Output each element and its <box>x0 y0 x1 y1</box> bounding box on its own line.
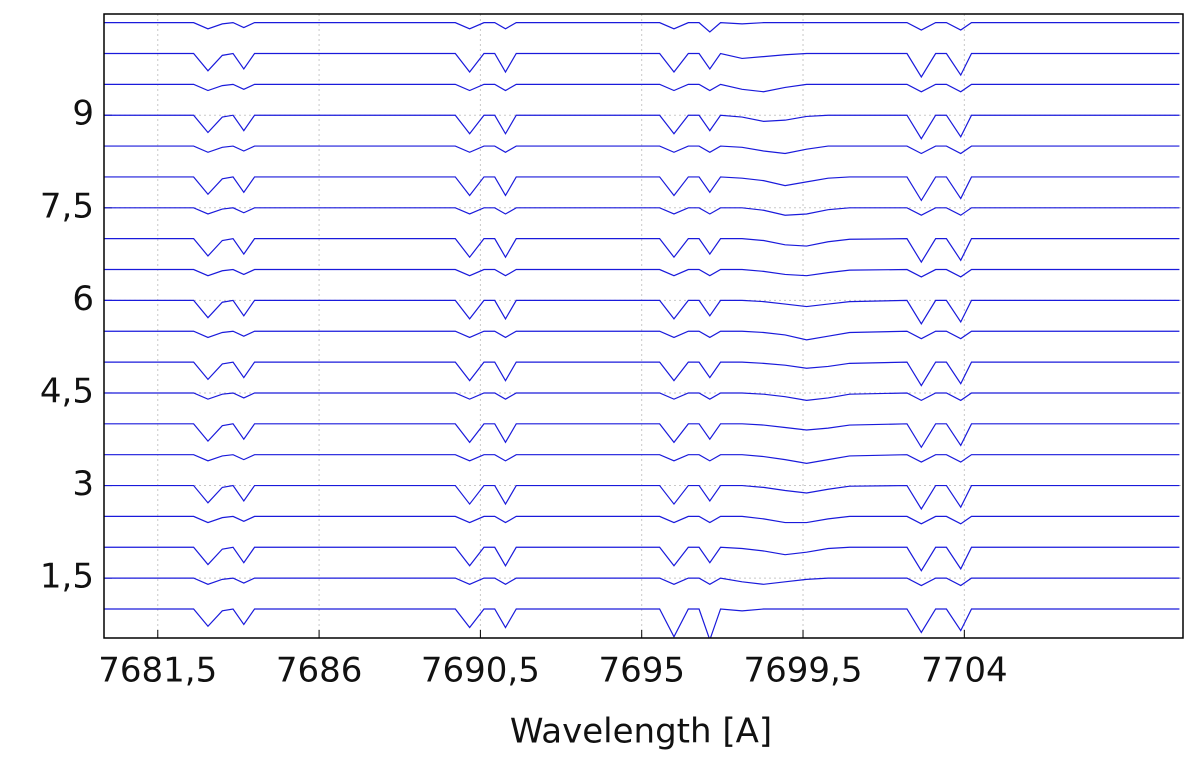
tick-labels: 7681,5 7686 7690,5 7695 7699,5 7704 1,5 3 4,5 6 7,… <box>40 94 1008 691</box>
spectrum-line <box>104 546 1180 572</box>
spectrum-line <box>104 454 1180 464</box>
x-tick-label: 7695 <box>598 651 685 691</box>
spectrum-line <box>104 268 1180 278</box>
spectrum-line <box>104 83 1180 93</box>
y-tick-label: 4,5 <box>40 371 94 411</box>
spectrum-line <box>104 145 1180 155</box>
spectrum-line <box>104 361 1180 387</box>
spectra <box>104 22 1180 638</box>
spectrum-line <box>104 330 1180 341</box>
spectrum-line <box>104 484 1180 511</box>
x-tick-label: 7681,5 <box>98 651 217 691</box>
spectrum-line <box>104 423 1180 449</box>
spectrum-line <box>104 299 1180 325</box>
x-tick-label: 7686 <box>276 651 363 691</box>
spectrum-line <box>104 392 1180 402</box>
spectrum-line <box>104 577 1180 587</box>
spectrum-line <box>104 207 1180 216</box>
plot-frame <box>103 13 1184 639</box>
x-tick-label: 7690,5 <box>421 651 540 691</box>
x-axis-label: Wavelength [A] <box>510 712 772 752</box>
spectrum-line <box>104 52 1180 79</box>
x-tick-label: 7704 <box>921 651 1008 691</box>
y-tick-label: 7,5 <box>40 186 94 226</box>
y-tick-label: 9 <box>72 94 94 134</box>
y-tick-label: 3 <box>72 464 94 504</box>
spectrum-line <box>104 238 1180 264</box>
spectrum-line <box>104 176 1180 202</box>
spectrum-line <box>104 608 1180 638</box>
grid <box>104 14 1183 638</box>
y-tick-label: 1,5 <box>40 557 94 597</box>
spectrum-line <box>104 22 1180 33</box>
x-tick-label: 7699,5 <box>744 651 863 691</box>
y-tick-label: 6 <box>72 279 94 319</box>
spectrum-line <box>104 515 1180 525</box>
spectrum-line <box>104 114 1180 140</box>
